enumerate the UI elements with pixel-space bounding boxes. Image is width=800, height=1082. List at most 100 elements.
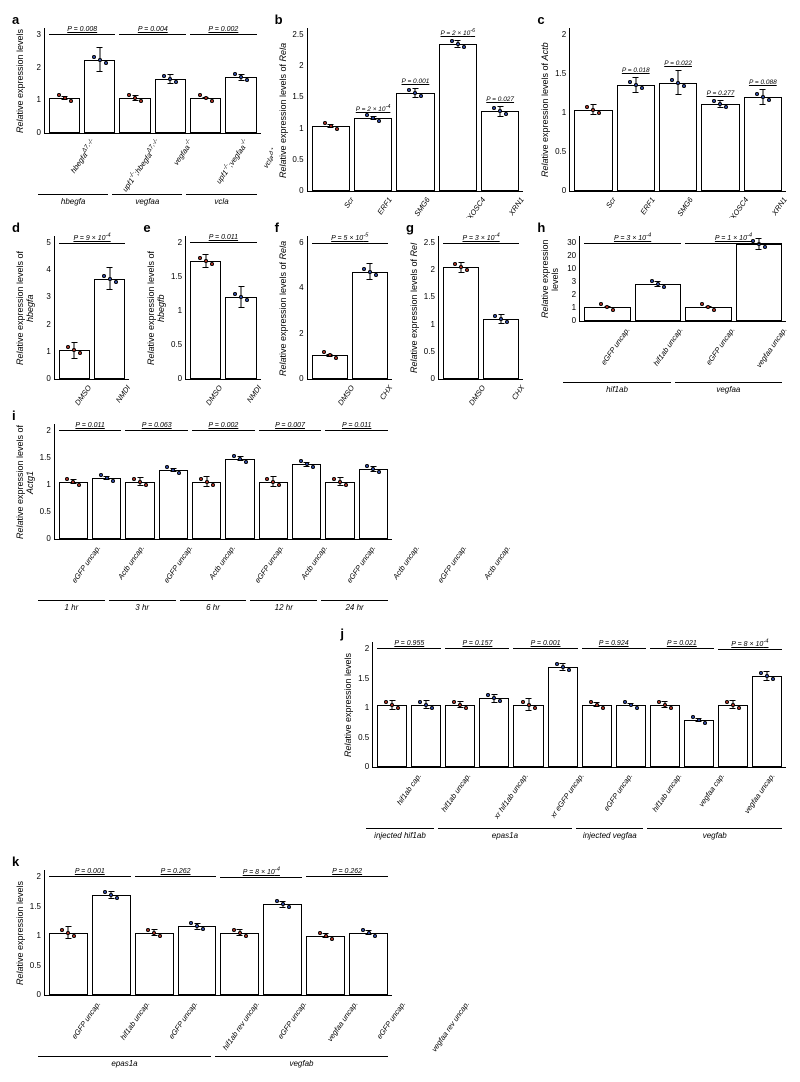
x-tick: Actb uncap.: [208, 544, 239, 582]
point-blue: [377, 119, 381, 123]
point-red: [158, 934, 162, 938]
bar-col: [190, 28, 221, 133]
bar: [190, 98, 221, 133]
point-blue: [365, 464, 369, 468]
point-blue: [676, 81, 680, 85]
point-blue: [640, 86, 644, 90]
group-label: 24 hr: [321, 600, 388, 612]
y-tick: 1: [572, 304, 576, 312]
data-points: [650, 703, 680, 707]
data-points: [752, 674, 782, 678]
bar: [259, 482, 288, 540]
point-blue: [109, 893, 113, 897]
chart-wrap: Relative expression levels of hbegfa0123…: [10, 218, 133, 398]
data-points: [94, 277, 125, 281]
y-tick: 5: [46, 239, 50, 247]
y-axis-label: Relative expression levels of hbegfb: [145, 236, 169, 380]
bar: [349, 933, 388, 996]
x-tick: Actb uncap.: [300, 544, 331, 582]
single-pval: P = 2 × 10-4: [356, 104, 391, 113]
chart-wrap: Relative expression levels00.511.52P = 0…: [10, 852, 396, 1072]
data-points: [49, 96, 80, 100]
group-labels: hif1abvegfaa: [559, 382, 786, 394]
point-blue: [561, 665, 565, 669]
y-axis-label: Relative expression levels of Rela: [277, 28, 291, 192]
y-tick: 0: [36, 991, 40, 999]
point-red: [198, 93, 202, 97]
bar: [701, 104, 739, 191]
bars-area: P = 0.011: [185, 236, 261, 380]
point-blue: [505, 320, 509, 324]
bar-col: [178, 870, 217, 995]
point-blue: [108, 277, 112, 281]
point-red: [601, 706, 605, 710]
bar: [411, 705, 441, 768]
x-tick: vegfaa uncap.: [744, 772, 779, 816]
x-tick: eGFP uncap.: [437, 544, 470, 586]
y-tick: 2: [178, 239, 182, 247]
data-points: [292, 462, 321, 466]
x-tick: eGFP uncap.: [602, 772, 635, 814]
point-red: [244, 934, 248, 938]
x-ticks: ScrERF1SMG6UPF1/EXOSC4XRN1: [311, 192, 524, 206]
point-red: [737, 706, 741, 710]
point-red: [322, 350, 326, 354]
bar: [584, 307, 630, 321]
x-ticks: hif1ab cap.hif1ab uncap.xr hif1ab uncap.…: [376, 768, 786, 782]
bar-col: [736, 236, 782, 321]
bar-col: [483, 236, 519, 379]
y-tick: 0.5: [424, 348, 435, 356]
bar-col: P = 0.027: [481, 28, 519, 191]
point-blue: [281, 902, 285, 906]
y-tick: 20: [567, 252, 576, 260]
data-points: [616, 703, 646, 707]
data-points: [481, 109, 519, 113]
y-ticks: 0123: [28, 28, 44, 134]
data-points: [701, 102, 739, 106]
point-red: [329, 124, 333, 128]
point-blue: [628, 80, 632, 84]
group-labels: epas1avegfab: [34, 1056, 392, 1068]
bar-col: [479, 642, 509, 767]
bar: [635, 284, 681, 321]
bar: [325, 482, 354, 540]
bar-col: [84, 28, 115, 133]
x-tick: DMSO: [461, 384, 489, 418]
bar-col: [49, 870, 88, 995]
group-labels: hbegfavegfaavcla: [34, 194, 261, 206]
y-ticks: 00.511.52: [169, 236, 185, 380]
point-red: [527, 703, 531, 707]
chart-wrap: Relative expression levels0123102030P = …: [535, 218, 790, 398]
point-red: [78, 351, 82, 355]
point-red: [465, 268, 469, 272]
single-pval: P = 2 × 10-6: [441, 28, 476, 37]
bar-col: [312, 28, 350, 191]
point-blue: [245, 298, 249, 302]
group-label: 12 hr: [250, 600, 317, 612]
bars-area: P = 0.001P = 0.262P = 8 × 10-4P = 0.262: [44, 870, 392, 996]
group-label: injected hif1ab: [366, 828, 433, 840]
y-axis-label: Relative expression levels: [14, 870, 28, 996]
point-red: [599, 302, 603, 306]
point-red: [731, 703, 735, 707]
y-tick: 10: [567, 265, 576, 273]
point-blue: [761, 95, 765, 99]
bar: [190, 261, 221, 379]
bar-col: [548, 642, 578, 767]
panel-label: j: [340, 626, 344, 641]
point-red: [238, 931, 242, 935]
data-points: [617, 83, 655, 87]
point-red: [324, 934, 328, 938]
x-tick: eGFP uncap.: [71, 1000, 104, 1042]
panel-label: g: [406, 220, 414, 235]
point-blue: [498, 699, 502, 703]
bar-col: [306, 870, 345, 995]
bars-area: P = 0.018P = 0.022P = 0.277P = 0.088: [569, 28, 786, 192]
point-red: [127, 93, 131, 97]
y-tick: 0: [430, 375, 434, 383]
point-red: [204, 96, 208, 100]
bar-col: [650, 642, 680, 767]
bar: [225, 459, 254, 540]
bar-col: [574, 28, 612, 191]
x-tick: eGFP uncap.: [168, 1000, 201, 1042]
